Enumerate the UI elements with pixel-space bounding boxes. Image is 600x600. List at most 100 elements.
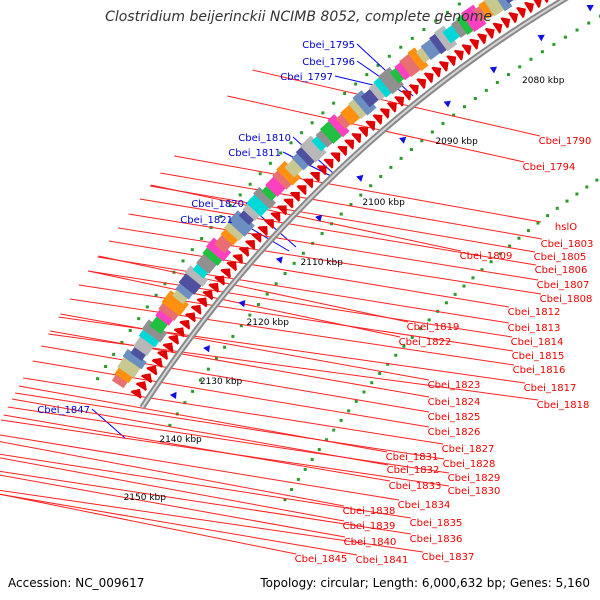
leader-line [0, 457, 345, 522]
leader-line [60, 313, 430, 381]
tick-dot [283, 271, 287, 275]
forward-gene-arrow [296, 185, 307, 196]
tick-dot [585, 185, 589, 189]
gene-label-right: Cbei_1840 [344, 537, 397, 548]
forward-gene-arrow [316, 165, 327, 176]
leader-line [0, 434, 400, 501]
forward-gene-arrow [309, 171, 320, 182]
feature-block [130, 343, 149, 361]
gene-label-right: Cbei_1819 [407, 322, 460, 333]
tick-dot [239, 324, 243, 328]
scale-label: 2090 kbp [435, 137, 478, 147]
feature-block [368, 82, 387, 102]
reverse-gene-arrow [489, 66, 498, 74]
scale-label: 2150 kbp [124, 493, 167, 503]
feature-block [205, 237, 232, 262]
forward-gene-arrow [492, 22, 503, 34]
feature-block [299, 135, 327, 163]
gene-label-left: Cbei_1820 [191, 199, 244, 210]
tick-dot [332, 428, 336, 432]
tick-dot [526, 229, 530, 233]
gene-label-right: Cbei_1831 [386, 452, 439, 463]
leader-line [0, 470, 412, 535]
forward-gene-arrow [226, 261, 237, 272]
feature-block [261, 182, 280, 202]
tick-dot [104, 365, 108, 369]
tick-dot [365, 73, 369, 77]
tick-dot [191, 389, 195, 393]
feature-block [399, 51, 424, 77]
tick-dot [410, 335, 414, 339]
tick-dot [420, 139, 424, 143]
leader-line [118, 227, 542, 295]
forward-gene-arrow [202, 290, 214, 301]
reverse-gene-arrow [586, 5, 594, 12]
tick-dot [310, 457, 314, 461]
forward-gene-arrow [190, 304, 202, 315]
tick-dot [96, 377, 100, 381]
feature-block [407, 47, 429, 72]
feature-block [352, 90, 377, 116]
feature-block [420, 37, 443, 61]
forward-gene-arrow [484, 27, 495, 39]
forward-gene-arrow [431, 66, 442, 78]
tick-dot [303, 467, 307, 471]
label-leader-lines [0, 43, 543, 556]
gene-label-right: Cbei_1809 [460, 251, 513, 262]
forward-gene-arrow [157, 350, 168, 361]
tick-dot [219, 214, 223, 218]
forward-gene-arrow [263, 219, 275, 229]
tick-dot [552, 42, 556, 46]
forward-gene-arrow [446, 55, 457, 67]
forward-gene-arrow [251, 232, 262, 243]
tick-dot [536, 221, 540, 225]
forward-gene-arrow [358, 126, 369, 138]
gene-label-right: Cbei_1832 [387, 465, 440, 476]
tick-dot [462, 284, 466, 288]
genome-backbone [139, 0, 569, 410]
feature-block [242, 200, 264, 221]
leader-line [227, 95, 525, 163]
tick-dot [354, 82, 358, 86]
gene-label-right: Cbei_1837 [422, 552, 475, 563]
tick-dot [128, 328, 132, 332]
tick-dot [441, 121, 445, 125]
tick-dot [332, 101, 336, 105]
feature-block [272, 169, 293, 190]
tick-dot [324, 438, 328, 442]
tick-dot [181, 259, 185, 263]
forward-gene-arrow [386, 102, 397, 113]
tick-dot [274, 282, 278, 286]
tick-dot [349, 203, 353, 207]
forward-gene-arrow [401, 90, 412, 101]
gene-label-right: Cbei_1841 [356, 555, 409, 566]
forward-gene-arrow [257, 225, 268, 236]
leader-line [356, 43, 414, 97]
forward-gene-arrow [151, 357, 163, 368]
tick-dot [354, 399, 358, 403]
reverse-gene-arrow [356, 174, 364, 182]
leader-line [139, 198, 537, 266]
feature-block [122, 348, 147, 370]
tick-dot [248, 313, 252, 317]
gene-label-left: Cbei_1821 [180, 215, 233, 226]
feature-block [220, 227, 240, 246]
forward-gene-arrow [365, 120, 376, 131]
leader-line [41, 345, 430, 413]
leader-line [0, 474, 346, 538]
tick-dot [419, 327, 423, 331]
gene-label-left: Cbei_1847 [37, 405, 90, 416]
gene-label-right: hslO [555, 222, 577, 233]
tick-dot [168, 423, 172, 427]
gene-label-right: Cbei_1823 [428, 380, 481, 391]
leader-line [49, 330, 430, 398]
tick-dot [399, 45, 403, 49]
tick-dot [145, 305, 149, 309]
tick-dot [190, 248, 194, 252]
leader-line [3, 414, 391, 482]
feature-block [192, 260, 212, 279]
gene-label-right: Cbei_1825 [428, 412, 481, 423]
forward-gene-arrow [337, 145, 348, 156]
feature-block [335, 110, 355, 130]
